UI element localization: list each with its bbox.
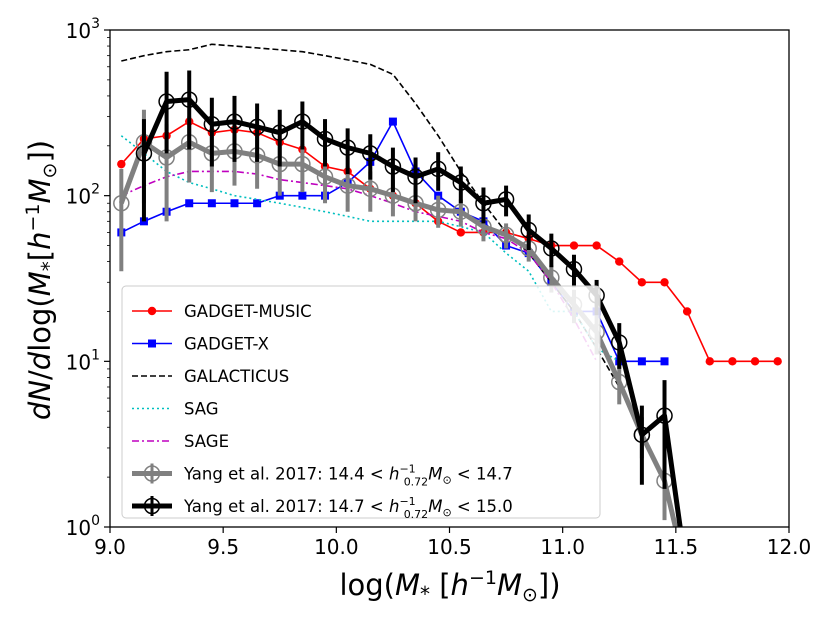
data-point [682, 307, 692, 316]
x-tick-label: 9.5 [207, 535, 239, 559]
data-point [456, 228, 466, 237]
legend-entry: GADGET-MUSIC [132, 302, 312, 321]
y-tick-label: 101 [66, 347, 100, 374]
data-point [452, 174, 470, 191]
data-point [611, 334, 628, 351]
x-tick-label: 9.0 [94, 535, 126, 559]
data-point [298, 191, 307, 200]
data-point [248, 118, 266, 136]
series-4 [120, 170, 598, 362]
data-point [728, 357, 737, 366]
data-point [185, 199, 194, 208]
data-point [339, 177, 356, 194]
legend-label: SAG [184, 400, 219, 419]
y-tick-label: 102 [66, 182, 100, 209]
legend-marker [148, 339, 156, 348]
legend: GADGET-MUSIC GADGET-X GALACTICUS SAG SAGE Yan… [121, 285, 601, 521]
data-point [362, 180, 379, 198]
data-point [520, 221, 537, 239]
data-point [615, 257, 624, 266]
data-point [294, 113, 311, 130]
legend-entry: Yang et al. 2017: 14.7 < h−1 0.72M⊙ < 15.… [132, 495, 513, 521]
x-tick-label: 10.0 [314, 535, 359, 559]
x-tick-label: 11.0 [540, 535, 585, 559]
data-point [316, 168, 334, 186]
data-point [569, 241, 579, 250]
data-point [180, 91, 198, 108]
data-point [680, 569, 695, 584]
data-point [207, 199, 216, 208]
series-line [120, 170, 598, 362]
data-point [135, 145, 153, 162]
axes-layer: 9.0 9.5 10.0 10.5 11.0 11.5 12.0 100 101 102 103 [66, 16, 812, 559]
legend-label: GALACTICUS [184, 367, 289, 386]
data-point [497, 226, 515, 244]
data-point [429, 160, 447, 178]
data-point [475, 194, 492, 212]
data-point [407, 168, 424, 186]
legend-entry: SAGE [132, 432, 229, 451]
data-point [226, 113, 243, 130]
data-point [565, 260, 583, 278]
data-point [543, 269, 560, 286]
data-point [113, 194, 130, 212]
y-tick-label: 103 [66, 16, 100, 43]
data-point [203, 115, 221, 133]
data-point [637, 278, 647, 287]
data-point [680, 569, 695, 584]
data-point [388, 117, 397, 126]
data-point [362, 145, 379, 162]
legend-box [121, 285, 601, 519]
data-point [271, 124, 288, 141]
data-point [656, 407, 673, 424]
x-tick-label: 12.0 [767, 535, 812, 559]
legend-marker [143, 497, 161, 515]
data-point [117, 159, 126, 169]
legend-entry: Yang et al. 2017: 14.4 < h−1 0.72M⊙ < 14.… [132, 463, 513, 489]
data-point [294, 155, 311, 173]
legend-label: GADGET-X [184, 335, 269, 354]
data-point [429, 201, 447, 219]
y-axis-label: dN/dlog(M*[h−1M⊙]) [22, 140, 61, 420]
data-point [660, 278, 669, 287]
data-point [773, 357, 782, 366]
data-point [339, 139, 356, 156]
legend-marker [143, 465, 161, 482]
legend-label: GADGET-MUSIC [184, 302, 312, 321]
data-point [637, 357, 646, 366]
data-point [592, 241, 601, 250]
y-tick-label: 100 [66, 513, 100, 540]
data-point [253, 199, 262, 208]
legend-label: Yang et al. 2017: 14.4 < h−1 0.72M⊙ < 14.… [183, 463, 513, 489]
data-point [543, 240, 560, 257]
data-point [660, 357, 669, 366]
legend-label: Yang et al. 2017: 14.7 < h−1 0.72M⊙ < 15.… [183, 495, 513, 521]
legend-entry: SAG [132, 400, 219, 419]
legend-entry: GADGET-X [132, 335, 269, 354]
data-point [158, 93, 175, 110]
x-tick-label: 10.5 [427, 535, 472, 559]
data-point [316, 130, 334, 148]
data-point [384, 158, 402, 175]
x-axis-label: log(M* [h−1M⊙]) [339, 567, 560, 606]
data-point [230, 199, 239, 208]
data-point [497, 191, 515, 208]
data-point [633, 426, 651, 444]
data-point [705, 357, 714, 366]
x-tick-label: 11.5 [654, 535, 699, 559]
legend-entry: GALACTICUS [132, 367, 289, 386]
legend-label: SAGE [184, 432, 229, 451]
legend-marker [147, 306, 157, 316]
data-point [452, 203, 470, 220]
data-point [750, 357, 760, 366]
